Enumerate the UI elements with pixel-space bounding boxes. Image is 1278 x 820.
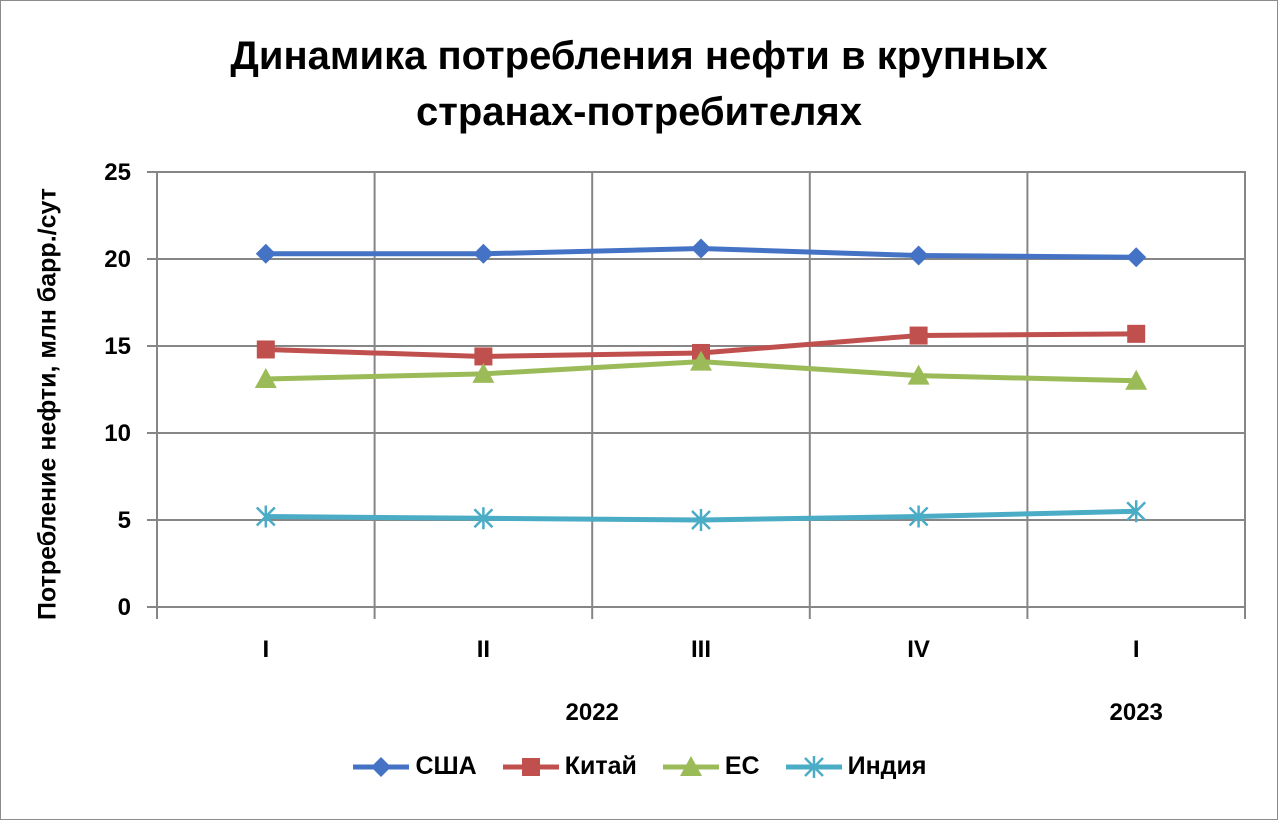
legend-item: ЕС <box>661 752 760 781</box>
legend-swatch <box>353 756 410 777</box>
chart-title-line-2: странах-потребителях <box>416 90 862 134</box>
y-tick-label: 25 <box>104 159 131 186</box>
y-tick-label: 0 <box>118 594 131 621</box>
legend-item: США <box>351 752 477 781</box>
data-point-0-2 <box>691 238 711 259</box>
data-point-3-3 <box>908 505 929 528</box>
legend-label: Индия <box>847 752 927 780</box>
data-point-0-0 <box>255 243 276 264</box>
data-point-2-3 <box>907 364 930 385</box>
legend-label: ЕС <box>724 752 760 780</box>
legend-square-icon <box>521 757 540 776</box>
x-tick-label: I <box>262 636 269 663</box>
x-tick-label: III <box>691 636 711 663</box>
data-point-3-0 <box>255 505 276 528</box>
legend: США Китай ЕС Индия <box>0 752 1278 781</box>
data-point-3-1 <box>473 507 494 530</box>
plot-area <box>156 171 1246 608</box>
data-point-3-2 <box>691 509 711 531</box>
chart-title-line-1: Динамика потребления нефти в крупных <box>230 34 1048 78</box>
y-tick-label: 10 <box>104 420 131 447</box>
x-group-label: 2023 <box>1110 699 1163 726</box>
data-point-3-4 <box>1126 500 1147 523</box>
legend-label: США <box>415 752 477 780</box>
data-point-2-4 <box>1125 369 1148 390</box>
legend-swatch <box>662 755 719 776</box>
x-tick-label: IV <box>907 636 930 663</box>
data-point-2-1 <box>472 362 495 383</box>
data-point-1-0 <box>256 340 275 359</box>
y-tick-label: 5 <box>118 507 131 534</box>
y-tick-label: 15 <box>104 333 131 360</box>
data-point-2-0 <box>254 368 277 389</box>
data-point-1-4 <box>1127 324 1146 343</box>
data-point-1-1 <box>474 347 493 366</box>
data-point-0-4 <box>1126 247 1147 268</box>
legend-item: Индия <box>784 752 927 781</box>
data-point-0-3 <box>908 245 929 266</box>
legend-swatch <box>502 757 559 776</box>
legend-triangle-icon <box>679 755 702 776</box>
data-point-0-1 <box>473 243 494 264</box>
x-group-label: 2022 <box>566 699 619 726</box>
x-tick-label: I <box>1133 636 1140 663</box>
y-tick-label: 20 <box>104 246 131 273</box>
data-point-2-2 <box>690 350 712 371</box>
legend-label: Китай <box>564 752 637 780</box>
legend-star-cross-icon <box>803 755 824 778</box>
chart-title: Динамика потребления нефти в крупных стр… <box>0 28 1278 140</box>
legend-swatch <box>785 755 842 778</box>
legend-diamond-icon <box>371 756 392 777</box>
legend-item: Китай <box>501 752 637 781</box>
data-point-1-3 <box>909 326 928 345</box>
x-tick-label: II <box>477 636 490 663</box>
